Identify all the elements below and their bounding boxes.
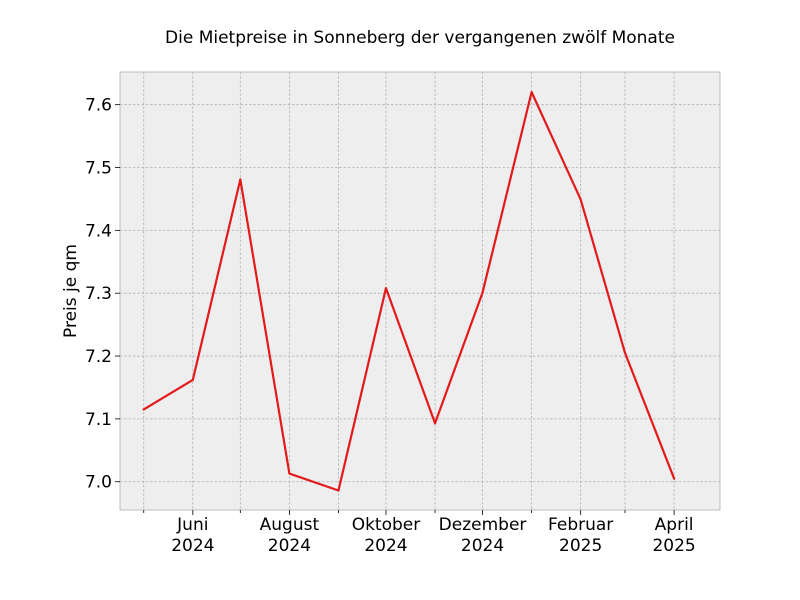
data-point <box>239 178 242 181</box>
data-point <box>384 287 388 290</box>
y-axis-label: Preis je qm <box>61 244 81 338</box>
y-tick-label: 7.1 <box>85 410 112 430</box>
y-tick-label: 7.4 <box>85 221 112 241</box>
data-point <box>288 472 291 475</box>
x-tick-label: Februar 2025 <box>548 515 613 556</box>
grid <box>120 72 720 510</box>
data-point <box>623 351 627 354</box>
x-tick-label: August 2024 <box>260 515 320 556</box>
series-layer <box>142 91 676 492</box>
data-point <box>672 477 676 480</box>
data-point <box>142 408 145 411</box>
data-point <box>191 378 194 382</box>
y-tick-label: 7.2 <box>85 347 112 367</box>
data-point <box>433 422 437 425</box>
y-tick-label: 7.3 <box>85 284 112 304</box>
y-tick-label: 7.5 <box>85 159 112 179</box>
y-tick-label: 7.6 <box>85 96 112 116</box>
plot-frame <box>119 71 721 511</box>
data-point <box>481 291 484 294</box>
chart-title: Die Mietpreise in Sonneberg der vergange… <box>165 28 675 48</box>
series-line <box>142 91 676 492</box>
x-tick-label: Dezember 2024 <box>439 515 527 556</box>
data-point <box>337 489 340 492</box>
y-tick-label: 7.0 <box>85 473 112 493</box>
x-tick-label: Juni 2024 <box>171 515 214 556</box>
x-tick-label: April 2025 <box>652 515 695 556</box>
data-point <box>579 198 582 201</box>
plot-area <box>120 72 720 510</box>
x-tick-label: Oktober 2024 <box>352 515 421 556</box>
axis-ticks: 7.0 7.1 7.2 7.3 7.4 7.5 7.6 Juni 2024 August 2024 O… <box>85 96 696 556</box>
data-point <box>530 91 533 94</box>
